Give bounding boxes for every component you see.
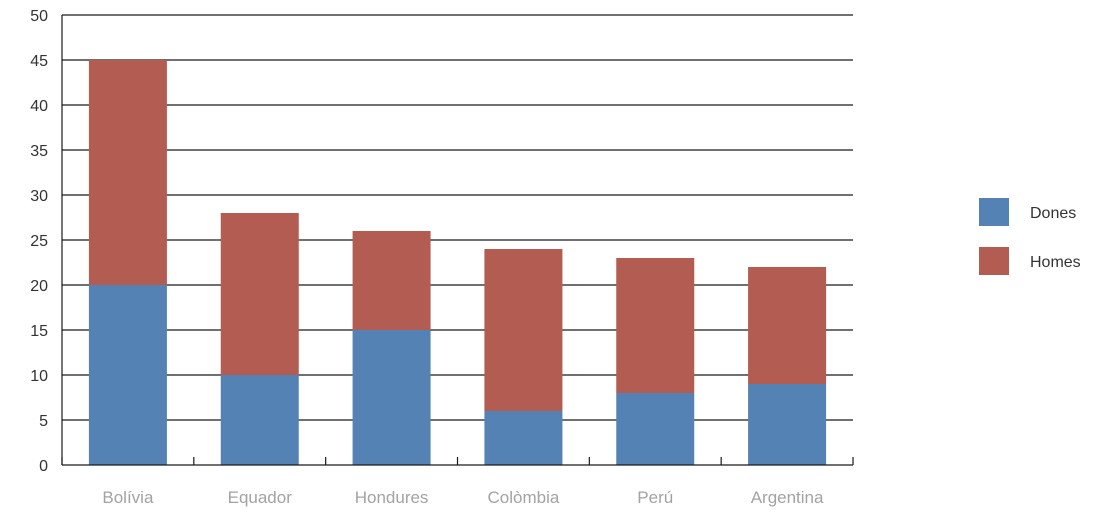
y-tick-label: 35 <box>30 143 48 160</box>
legend: Dones Homes <box>979 198 1081 275</box>
gridlines <box>62 14 853 421</box>
axes <box>61 15 854 466</box>
x-tick-label: Colòmbia <box>488 488 560 507</box>
y-axis-tick-labels: 0 5 10 15 20 25 30 35 40 45 50 <box>30 8 48 475</box>
bar-dones-0 <box>88 285 167 465</box>
y-tick-label: 15 <box>30 323 48 340</box>
y-tick-label: 5 <box>39 413 48 430</box>
y-tick-label: 50 <box>30 8 48 25</box>
x-tick-label: Argentina <box>751 488 824 507</box>
x-axis-tick-labels: Bolívia Equador Hondures Colòmbia Perú Argent… <box>102 488 824 507</box>
y-tick-label: 40 <box>30 98 48 115</box>
y-tick-label: 10 <box>30 368 48 385</box>
bar-dones-5 <box>748 384 827 465</box>
y-tick-label: 20 <box>30 278 48 295</box>
bar-dones-1 <box>220 375 299 465</box>
y-tick-label: 45 <box>30 53 48 70</box>
x-tick-label: Perú <box>637 488 673 507</box>
y-tick-label: 0 <box>39 458 48 475</box>
x-tick-label: Equador <box>228 488 293 507</box>
legend-label-dones: Dones <box>1030 205 1076 222</box>
legend-swatch-homes <box>979 247 1009 275</box>
bar-homes-4 <box>616 258 695 393</box>
bar-dones-2 <box>352 330 431 465</box>
x-tick-label: Hondures <box>355 488 429 507</box>
bar-homes-2 <box>352 231 431 330</box>
bar-dones-3 <box>484 411 563 465</box>
bar-dones-4 <box>616 393 695 465</box>
legend-label-homes: Homes <box>1030 254 1081 271</box>
bar-homes-5 <box>748 267 827 384</box>
bar-homes-3 <box>484 249 563 411</box>
bar-homes-0 <box>88 60 167 285</box>
y-tick-label: 25 <box>30 233 48 250</box>
bars <box>88 60 827 465</box>
y-tick-label: 30 <box>30 188 48 205</box>
bar-homes-1 <box>220 213 299 375</box>
x-tick-label: Bolívia <box>102 488 154 507</box>
legend-swatch-dones <box>979 198 1009 226</box>
